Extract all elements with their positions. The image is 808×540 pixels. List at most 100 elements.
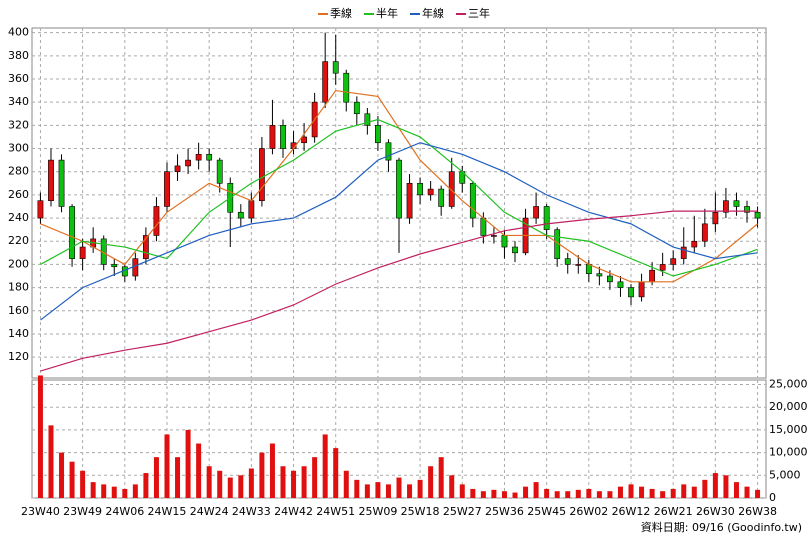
volume-bar [364,484,370,498]
volume-bar [322,434,328,498]
y-tick-label: 400 [8,26,29,39]
candle-body [691,240,698,248]
x-tick-label: 26W30 [696,505,735,518]
volume-bar [755,489,761,498]
volume-bar [248,468,254,498]
volume-bar [459,484,465,498]
volume-bar [660,491,666,498]
volume-bar [37,375,43,498]
y2-tick-label: 0 [769,491,776,504]
candle-body [385,142,392,161]
legend-label: 半年 [376,6,398,20]
y2-tick-label: 25,000 [769,378,808,391]
x-tick-label: 25W45 [527,505,566,518]
candle-body [37,200,44,219]
volume-bar [291,470,297,498]
volume-bar [544,488,550,498]
volume-bar [132,484,138,498]
volume-bar [122,488,128,498]
candle-body [649,269,656,283]
y-tick-label: 320 [8,118,29,131]
volume-bar [681,484,687,498]
candle-body [638,281,645,298]
volume-bar [206,466,212,498]
y2-tick-label: 20,000 [769,400,808,413]
y-tick-label: 260 [8,188,29,201]
candle-body [533,206,539,219]
x-tick-label: 24W51 [316,505,355,518]
candle-body [406,182,413,219]
volume-bar [175,457,181,498]
volume-bar [269,443,275,498]
candle-body [659,264,666,271]
volume-bar [343,470,349,498]
volume-bar [501,491,507,498]
y2-tick-label: 5,000 [769,468,801,481]
candle-body [575,264,582,266]
candle-body [375,125,381,144]
y-tick-label: 340 [8,95,29,108]
x-tick-label: 24W06 [105,505,144,518]
legend-label: 季線 [330,6,352,20]
x-tick-label: 25W18 [401,505,440,518]
volume-bar [586,488,592,498]
volume-bar [196,443,202,498]
x-tick-label: 25W36 [485,505,524,518]
candle-body [79,246,86,259]
volume-bar [533,482,539,498]
volume-bar [733,482,739,498]
x-tick-label: 25W27 [443,505,482,518]
candle-body [491,235,497,237]
candle-body [259,148,265,201]
volume-bar [312,457,318,498]
volume-bar [143,473,149,498]
ma-line [40,118,758,277]
candle-body [680,246,687,259]
candle-body [733,200,740,207]
candle-body [712,211,719,225]
candle-body [501,235,508,248]
volume-bar [90,482,96,498]
volume-bar [153,457,159,498]
x-tick-label: 26W02 [569,505,608,518]
volume-bar [69,461,75,498]
volume-bar [164,434,170,498]
x-tick-label: 24W24 [190,505,229,518]
y-tick-label: 300 [8,142,29,155]
y-tick-label: 160 [8,304,29,317]
volume-bar [80,470,86,498]
y-tick-label: 180 [8,281,29,294]
y-tick-label: 140 [8,327,29,340]
x-tick-label: 24W42 [274,505,313,518]
candle-body [353,101,360,115]
volume-bar [523,486,529,498]
volume-bar [491,489,497,498]
candle-body [607,275,613,283]
y2-tick-label: 15,000 [769,423,808,436]
volume-bar [428,466,434,498]
volume-bar [470,488,476,498]
volume-bar [617,486,623,498]
candle-body [301,136,307,144]
volume-bar [217,470,223,498]
volume-bar [744,486,750,498]
candle-body [185,159,191,167]
volume-bar [649,488,655,498]
candle-body [596,273,603,277]
y-tick-label: 240 [8,211,29,224]
y2-tick-label: 10,000 [769,446,808,459]
candle-body [438,188,445,207]
candle-body [174,165,181,173]
x-tick-label: 23W40 [21,505,60,518]
volume-bar [280,466,286,498]
volume-bar [101,484,107,498]
candle-body [142,235,149,259]
y-tick-label: 220 [8,234,29,247]
volume-bar [407,484,413,498]
volume-bar [259,452,265,498]
volume-bar [449,475,455,498]
candle-body [364,113,371,126]
candle-body [48,159,54,201]
volume-bar [227,477,233,498]
ma-line [40,142,758,321]
